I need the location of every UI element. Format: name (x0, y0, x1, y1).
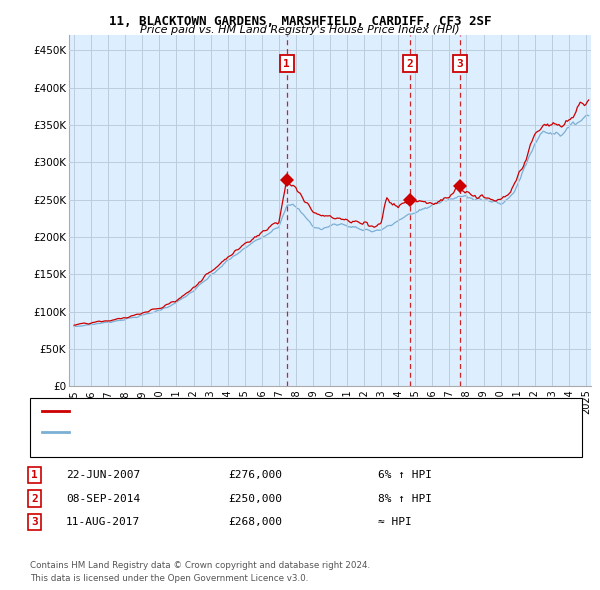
Text: 3: 3 (31, 517, 38, 527)
Text: £268,000: £268,000 (228, 517, 282, 527)
Text: ≈ HPI: ≈ HPI (378, 517, 412, 527)
Text: HPI: Average price, detached house, Newport: HPI: Average price, detached house, Newp… (72, 428, 298, 438)
Text: 22-JUN-2007: 22-JUN-2007 (66, 470, 140, 480)
Text: 2: 2 (406, 59, 413, 69)
Text: Contains HM Land Registry data © Crown copyright and database right 2024.: Contains HM Land Registry data © Crown c… (30, 560, 370, 570)
Text: 8% ↑ HPI: 8% ↑ HPI (378, 494, 432, 503)
Text: £276,000: £276,000 (228, 470, 282, 480)
Text: This data is licensed under the Open Government Licence v3.0.: This data is licensed under the Open Gov… (30, 573, 308, 583)
Text: 11-AUG-2017: 11-AUG-2017 (66, 517, 140, 527)
Text: £250,000: £250,000 (228, 494, 282, 503)
Text: 08-SEP-2014: 08-SEP-2014 (66, 494, 140, 503)
Text: 3: 3 (457, 59, 463, 69)
Text: Price paid vs. HM Land Registry's House Price Index (HPI): Price paid vs. HM Land Registry's House … (140, 25, 460, 35)
Text: 1: 1 (31, 470, 38, 480)
Text: 2: 2 (31, 494, 38, 503)
Text: 11, BLACKTOWN GARDENS, MARSHFIELD, CARDIFF, CF3 2SF: 11, BLACKTOWN GARDENS, MARSHFIELD, CARDI… (109, 15, 491, 28)
Text: 1: 1 (283, 59, 290, 69)
Text: 6% ↑ HPI: 6% ↑ HPI (378, 470, 432, 480)
Text: 11, BLACKTOWN GARDENS, MARSHFIELD, CARDIFF, CF3 2SF (detached house): 11, BLACKTOWN GARDENS, MARSHFIELD, CARDI… (72, 407, 464, 416)
